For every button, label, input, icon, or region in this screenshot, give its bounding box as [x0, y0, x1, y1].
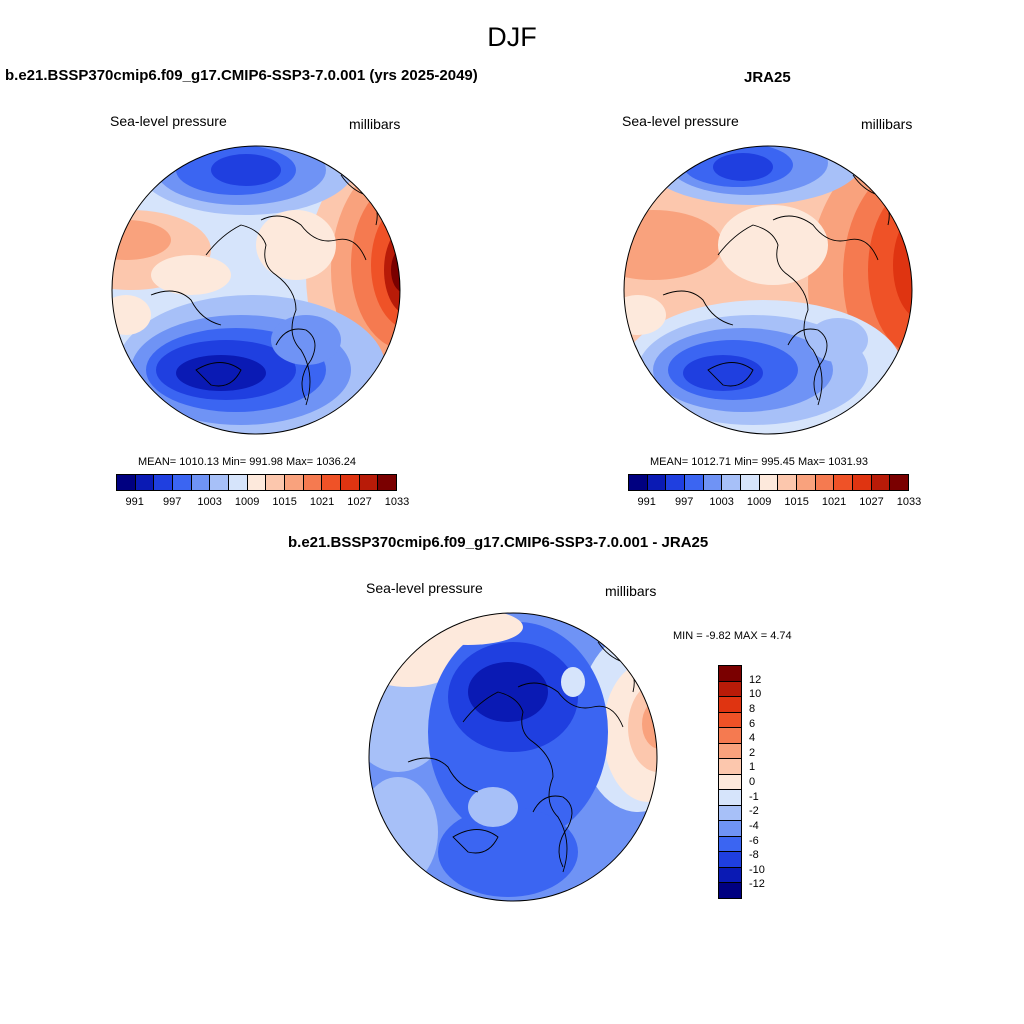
- right-colorbar-tick-label: 1027: [859, 496, 884, 508]
- left-colorbar-swatch: [135, 475, 155, 490]
- diff-colorbar-tick-label: 8: [749, 702, 756, 715]
- diff-colorbar-swatch: [719, 728, 741, 744]
- diff-colorbar-tick-label: 4: [749, 732, 756, 745]
- right-colorbar-tick-label: 1015: [784, 496, 809, 508]
- right-colorbar-swatch: [871, 475, 891, 490]
- left-colorbar-tick-label: 1033: [384, 496, 410, 508]
- diff-colorbar-tick-label: 2: [749, 746, 756, 759]
- diff-colorbar-swatch: [719, 821, 741, 837]
- left-panel-title: b.e21.BSSP370cmip6.f09_g17.CMIP6-SSP3-7.…: [5, 67, 478, 84]
- diff-colorbar-tick-label: -4: [749, 819, 759, 832]
- right-stats: MEAN= 1012.71 Min= 995.45 Max= 1031.93: [650, 456, 869, 468]
- right-colorbar-tick-label: 1021: [821, 496, 847, 508]
- left-colorbar-swatch: [322, 475, 342, 490]
- right-colorbar-swatch: [797, 475, 816, 490]
- left-colorbar-swatch: [210, 475, 230, 490]
- left-colorbar: [116, 474, 397, 491]
- diff-colorbar-ticks: 12 10 8 6 4 2 1 0 -1 -2 -4 -6 -8 -10 -12: [749, 665, 789, 899]
- left-colorbar-swatch: [154, 475, 174, 490]
- right-colorbar-swatch: [703, 475, 723, 490]
- left-colorbar-swatch: [341, 475, 360, 490]
- diff-colorbar-swatch: [719, 681, 741, 698]
- diff-variable-label: Sea-level pressure: [366, 580, 483, 596]
- diff-colorbar-swatch: [719, 666, 741, 682]
- diff-colorbar-tick-label: 1: [749, 761, 756, 774]
- diff-colorbar-swatch: [719, 852, 741, 868]
- diff-colorbar-swatch: [719, 774, 741, 791]
- left-colorbar-swatch: [229, 475, 248, 490]
- left-colorbar-tick-label: 991: [125, 496, 144, 508]
- diff-colorbar-tick-label: 10: [749, 688, 762, 701]
- left-colorbar-tick-label: 997: [163, 496, 182, 508]
- right-colorbar-swatch: [778, 475, 798, 490]
- right-colorbar: [628, 474, 909, 491]
- right-colorbar-swatch: [666, 475, 686, 490]
- left-colorbar-swatch: [117, 475, 136, 490]
- left-polar-map: [111, 145, 401, 435]
- left-colorbar-swatch: [191, 475, 211, 490]
- left-colorbar-tick-label: 1027: [347, 496, 372, 508]
- left-variable-label: Sea-level pressure: [110, 113, 227, 129]
- right-colorbar-tick-label: 997: [675, 496, 694, 508]
- diff-colorbar-swatch: [719, 867, 741, 884]
- right-colorbar-swatch: [890, 475, 909, 490]
- diff-colorbar-swatch: [719, 743, 741, 760]
- left-stats: MEAN= 1010.13 Min= 991.98 Max= 1036.24: [138, 456, 357, 468]
- left-colorbar-tick-label: 1021: [309, 496, 335, 508]
- left-colorbar-swatch: [173, 475, 192, 490]
- diff-colorbar-swatch: [719, 759, 741, 775]
- right-colorbar-swatch: [853, 475, 872, 490]
- right-colorbar-swatch: [647, 475, 667, 490]
- right-colorbar-swatch: [685, 475, 704, 490]
- diff-colorbar-swatch: [719, 883, 741, 898]
- right-colorbar-tick-label: 991: [637, 496, 656, 508]
- diff-colorbar-tick-label: -2: [749, 805, 759, 818]
- diff-stats: MIN = -9.82 MAX = 4.74: [673, 630, 792, 642]
- diff-colorbar-swatch: [719, 790, 741, 806]
- left-colorbar-tick-label: 1015: [272, 496, 297, 508]
- right-colorbar-swatch: [629, 475, 648, 490]
- right-polar-map: [623, 145, 913, 435]
- right-colorbar-swatch: [759, 475, 779, 490]
- left-units-label: millibars: [349, 116, 401, 132]
- diff-colorbar-tick-label: -10: [749, 863, 765, 876]
- right-colorbar-tick-label: 1003: [709, 496, 734, 508]
- diff-colorbar-swatch: [719, 805, 741, 822]
- right-variable-label: Sea-level pressure: [622, 113, 739, 129]
- diff-colorbar-tick-label: 6: [749, 717, 756, 730]
- diff-colorbar-tick-label: -1: [749, 790, 759, 803]
- right-colorbar-swatch: [815, 475, 835, 490]
- diff-colorbar-tick-label: -12: [749, 878, 765, 891]
- right-colorbar-swatch: [741, 475, 760, 490]
- left-colorbar-swatch: [303, 475, 323, 490]
- right-colorbar-tick-label: 1033: [896, 496, 922, 508]
- diff-colorbar-swatch: [719, 836, 741, 853]
- left-colorbar-tick-label: 1003: [197, 496, 222, 508]
- diff-panel-title: b.e21.BSSP370cmip6.f09_g17.CMIP6-SSP3-7.…: [288, 534, 709, 551]
- right-colorbar-swatch: [722, 475, 742, 490]
- diff-colorbar: [718, 665, 742, 899]
- right-colorbar-tick-label: 1009: [746, 496, 772, 508]
- left-colorbar-tick-label: 1009: [234, 496, 260, 508]
- left-colorbar-ticks: 991 997 1003 1009 1015 1021 1027 1033: [116, 496, 410, 510]
- left-colorbar-swatch: [378, 475, 397, 490]
- right-colorbar-ticks: 991 997 1003 1009 1015 1021 1027 1033: [628, 496, 922, 510]
- page-title: DJF: [487, 22, 537, 52]
- left-colorbar-swatch: [359, 475, 379, 490]
- left-colorbar-swatch: [285, 475, 304, 490]
- diff-polar-map: [368, 612, 658, 902]
- left-colorbar-swatch: [247, 475, 267, 490]
- diff-colorbar-tick-label: -8: [749, 849, 759, 862]
- right-colorbar-swatch: [834, 475, 854, 490]
- diff-units-label: millibars: [605, 583, 657, 599]
- diff-colorbar-swatch: [719, 697, 741, 713]
- diff-colorbar-tick-label: 12: [749, 673, 762, 686]
- diff-colorbar-tick-label: -6: [749, 834, 759, 847]
- left-colorbar-swatch: [266, 475, 286, 490]
- diff-colorbar-swatch: [719, 712, 741, 729]
- right-units-label: millibars: [861, 116, 913, 132]
- diff-colorbar-tick-label: 0: [749, 776, 756, 788]
- right-panel-title: JRA25: [744, 69, 791, 86]
